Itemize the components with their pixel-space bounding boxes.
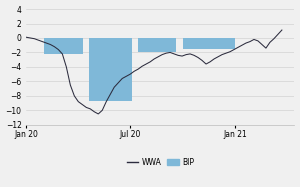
Legend: WWA, BIP: WWA, BIP: [124, 154, 197, 170]
